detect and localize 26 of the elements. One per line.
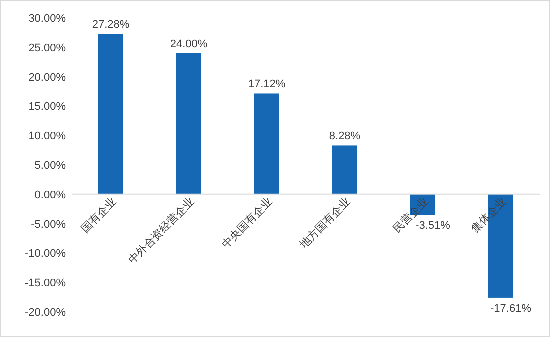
y-tick-label: 10.00% (28, 130, 66, 143)
y-tick-label: 25.00% (28, 42, 66, 54)
x-tick-label: 集体企业 (468, 195, 510, 236)
x-tick-label: 地方国有企业 (296, 195, 354, 252)
bar (98, 34, 124, 194)
y-tick-label: 15.00% (28, 101, 66, 114)
y-tick-label: -10.00% (25, 248, 66, 260)
data-label: 27.28% (92, 18, 130, 31)
y-tick-label: -20.00% (25, 307, 66, 319)
data-label: 24.00% (170, 38, 208, 50)
y-tick-label: 30.00% (28, 13, 66, 25)
bar (176, 53, 202, 194)
y-tick-label: 20.00% (28, 72, 66, 84)
x-tick-label: 国有企业 (78, 195, 120, 236)
data-label: -17.61% (490, 302, 532, 315)
data-label: 8.28% (329, 130, 361, 143)
y-tick-label: 0.00% (34, 189, 66, 202)
data-label: 17.12% (248, 78, 286, 91)
y-tick-label: -15.00% (25, 278, 66, 290)
bar (254, 94, 280, 194)
x-tick-label: 中外合资经营企业 (126, 195, 198, 267)
x-tick-label: 中央国有企业 (219, 195, 276, 252)
y-tick-label: 5.00% (34, 160, 66, 172)
bar (332, 146, 358, 194)
y-tick-label: -5.00% (31, 218, 66, 231)
data-label: -3.51% (416, 220, 451, 232)
